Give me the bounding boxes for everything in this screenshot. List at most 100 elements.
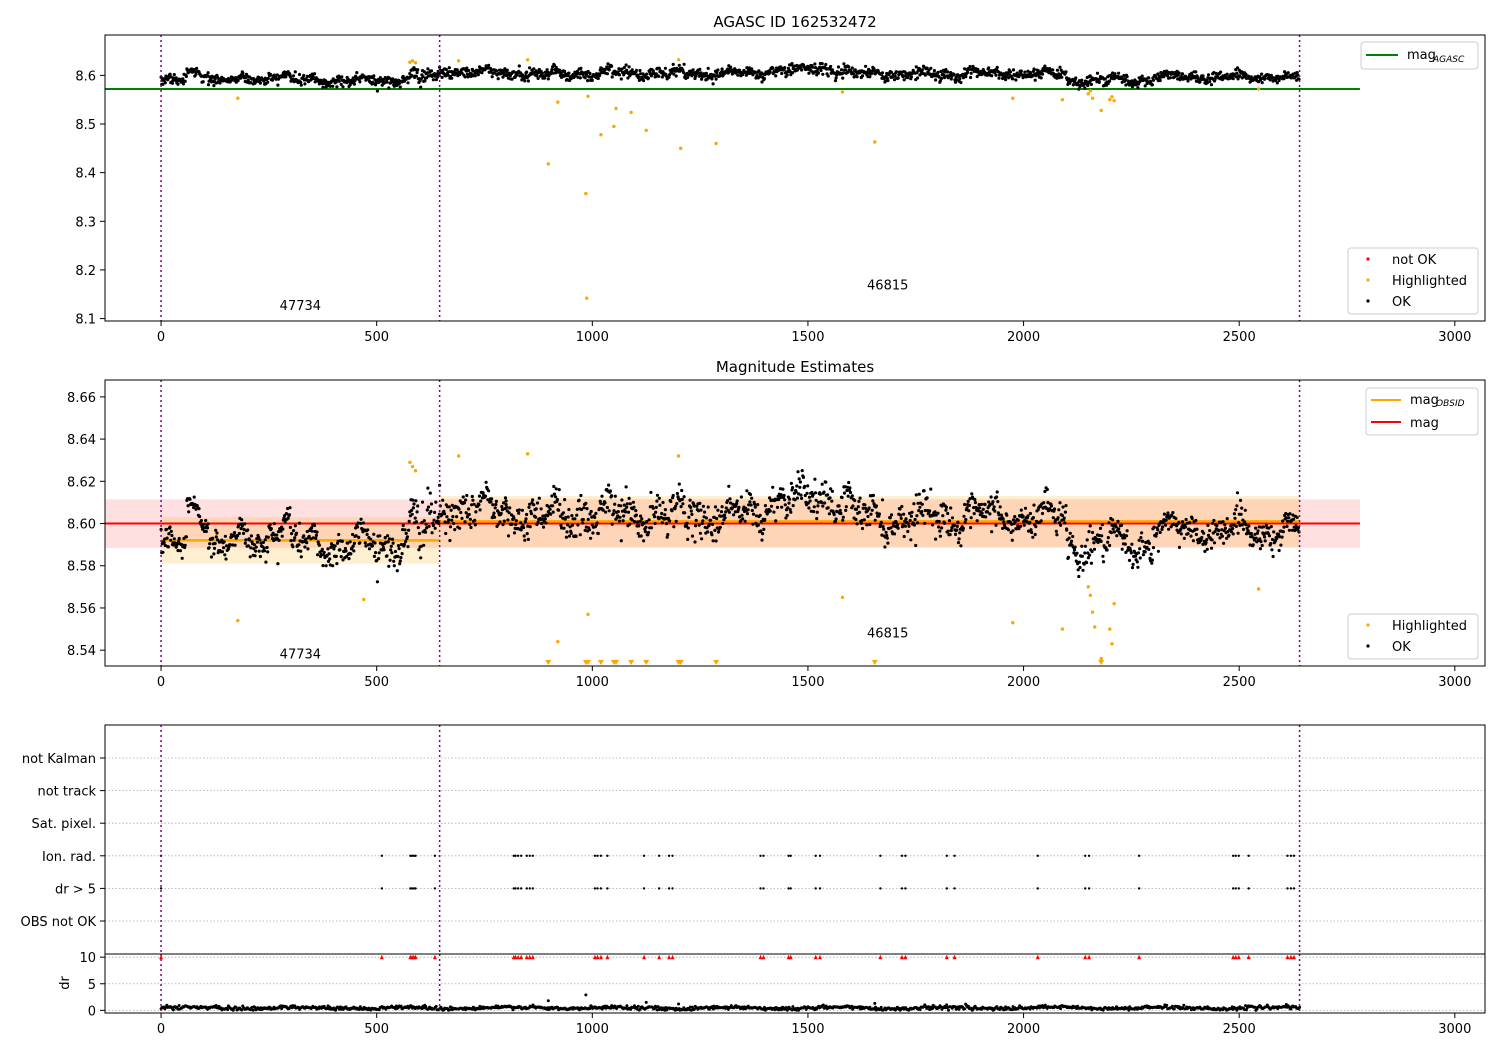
- ok-point: [396, 78, 401, 82]
- ok-point: [220, 538, 224, 542]
- ok-point: [600, 67, 604, 71]
- ok-point: [588, 512, 592, 516]
- ok-point: [1083, 544, 1087, 548]
- ok-point: [564, 515, 568, 520]
- ok-point: [401, 523, 405, 528]
- ok-point: [431, 78, 435, 82]
- ok-point: [647, 518, 651, 522]
- ok-point: [387, 564, 391, 568]
- ok-point: [272, 522, 276, 526]
- ok-point: [421, 75, 425, 79]
- ok-point: [355, 71, 359, 75]
- ok-point: [1223, 523, 1227, 527]
- ok-point: [638, 68, 642, 73]
- ok-point: [209, 555, 214, 559]
- ok-point: [252, 547, 256, 551]
- ok-point: [480, 71, 484, 75]
- dr-point: [636, 1004, 640, 1008]
- ok-point: [534, 507, 538, 511]
- ok-point: [348, 540, 352, 544]
- ok-point: [685, 521, 689, 526]
- ok-point: [601, 508, 605, 512]
- ok-point: [1011, 529, 1015, 533]
- ok-point: [862, 518, 866, 522]
- ok-point: [680, 497, 684, 502]
- ok-point: [623, 510, 628, 514]
- ok-point: [626, 510, 631, 514]
- ok-point: [671, 62, 675, 66]
- ok-point: [340, 539, 344, 543]
- ok-point: [241, 71, 245, 75]
- ok-point: [768, 70, 772, 74]
- ok-point: [1180, 72, 1185, 76]
- ok-point: [845, 485, 850, 489]
- dr-point: [588, 1007, 592, 1011]
- ok-point: [458, 526, 462, 530]
- ok-point: [1205, 547, 1209, 551]
- ok-point: [393, 78, 398, 82]
- ok-point: [1067, 536, 1071, 540]
- ok-point: [1233, 516, 1237, 520]
- ok-point: [881, 525, 885, 529]
- ok-point: [847, 65, 851, 69]
- ok-point: [916, 501, 920, 505]
- ok-point: [675, 502, 679, 506]
- ok-point: [689, 505, 693, 509]
- ok-point: [239, 527, 243, 531]
- ok-point: [657, 74, 661, 78]
- ok-point: [463, 520, 467, 524]
- ok-point: [771, 485, 775, 489]
- ok-point: [315, 530, 319, 534]
- ok-point: [532, 503, 536, 507]
- ok-point: [167, 532, 171, 536]
- ok-point: [1108, 79, 1112, 83]
- ok-point: [337, 532, 341, 537]
- ok-point: [1236, 77, 1240, 81]
- flag-point: [531, 887, 534, 890]
- ok-point: [392, 559, 396, 563]
- ok-point: [465, 66, 469, 70]
- ok-point: [561, 516, 565, 520]
- ok-point: [716, 530, 721, 534]
- agasc-x-tick-label: 1000: [576, 330, 609, 345]
- ok-point: [266, 535, 270, 539]
- ok-point: [311, 536, 315, 540]
- flag-point: [1237, 887, 1240, 890]
- agasc-x-tick-label: 2500: [1223, 330, 1256, 345]
- ok-point: [316, 553, 320, 557]
- dr-point: [334, 1008, 338, 1012]
- legend-marker-ok: [1366, 644, 1370, 648]
- ok-point: [1080, 78, 1084, 82]
- ok-point: [257, 535, 261, 540]
- ok-point: [262, 546, 266, 550]
- ok-point: [704, 516, 709, 520]
- ok-point: [625, 502, 629, 506]
- ok-point: [222, 546, 226, 550]
- ok-point: [1260, 81, 1264, 85]
- ok-point: [310, 526, 314, 530]
- ok-point: [303, 82, 307, 86]
- ok-point: [844, 508, 848, 512]
- ok-point: [163, 81, 167, 85]
- ok-point: [259, 541, 263, 545]
- ok-point: [976, 67, 980, 72]
- ok-point: [358, 80, 362, 84]
- legend-marker-ok: [1366, 299, 1370, 303]
- ok-point: [738, 515, 742, 519]
- ok-point: [1284, 511, 1288, 516]
- ok-point: [1275, 81, 1279, 85]
- ok-point: [1296, 73, 1300, 77]
- ok-point: [266, 550, 270, 554]
- ok-point: [682, 62, 686, 66]
- ok-point: [566, 523, 570, 527]
- ok-point: [1254, 526, 1258, 530]
- ok-point: [1112, 530, 1116, 534]
- ok-point: [1231, 527, 1235, 531]
- ok-point: [730, 506, 735, 510]
- ok-point: [314, 536, 318, 541]
- ok-point: [1004, 78, 1008, 82]
- ok-point: [973, 500, 978, 505]
- ok-point: [639, 514, 643, 518]
- ok-point: [622, 66, 626, 70]
- ok-point: [472, 502, 476, 506]
